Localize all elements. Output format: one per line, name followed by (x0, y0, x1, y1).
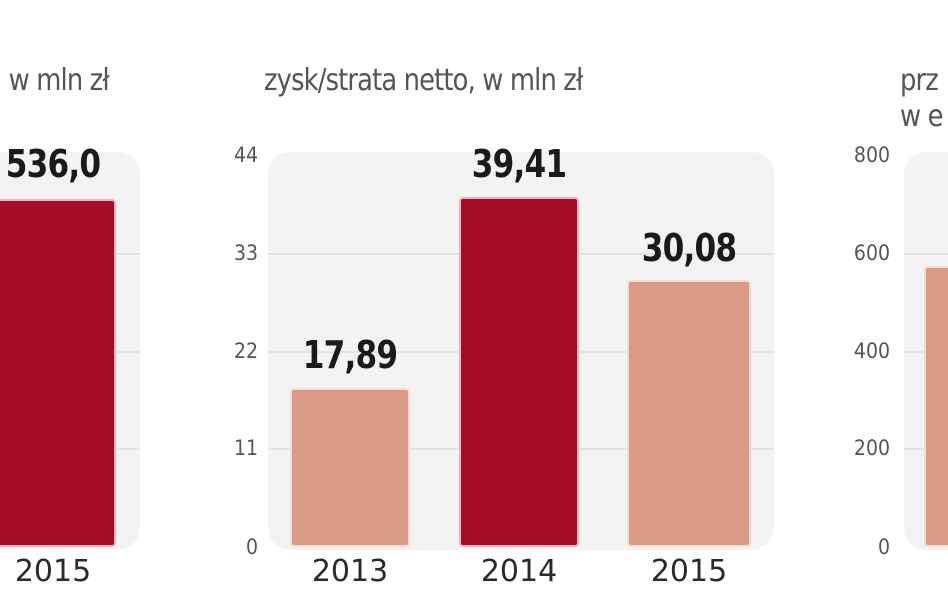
right-bar-first (924, 266, 948, 547)
middle-bar-2014 (459, 197, 579, 547)
middle-category-2015: 2015 (650, 554, 728, 589)
middle-value-label-2013: 17,89 (302, 333, 398, 377)
middle-category-2014: 2014 (480, 554, 558, 589)
middle-ytick: 0 (245, 535, 258, 559)
left-gridline (114, 253, 140, 255)
right-panel-title-line2: w e (900, 99, 943, 134)
middle-panel-title: zysk/strata netto, w mln zł (264, 63, 583, 98)
left-gridline (114, 448, 140, 450)
right-ytick: 200 (853, 436, 890, 460)
middle-bar-2013 (290, 388, 410, 547)
left-gridline (114, 351, 140, 353)
left-bar-2015 (0, 199, 116, 547)
middle-value-label-2015: 30,08 (641, 226, 737, 270)
right-ytick: 600 (853, 241, 890, 265)
right-ytick: 400 (853, 339, 890, 363)
middle-ytick: 33 (233, 241, 258, 265)
left-category-label: 2015 (14, 554, 92, 589)
middle-value-label-2014: 39,41 (471, 142, 567, 186)
middle-category-2013: 2013 (311, 554, 389, 589)
right-panel-title-line1: prz (900, 63, 939, 98)
middle-ytick: 44 (233, 143, 258, 167)
middle-bar-2015 (627, 280, 751, 547)
right-ytick: 0 (877, 535, 890, 559)
left-panel-title: . w mln zł (0, 63, 110, 98)
right-ytick: 800 (853, 143, 890, 167)
left-value-label: 536,0 (5, 142, 101, 186)
right-gridline (904, 253, 948, 255)
middle-ytick: 22 (233, 339, 258, 363)
middle-ytick: 11 (233, 436, 258, 460)
